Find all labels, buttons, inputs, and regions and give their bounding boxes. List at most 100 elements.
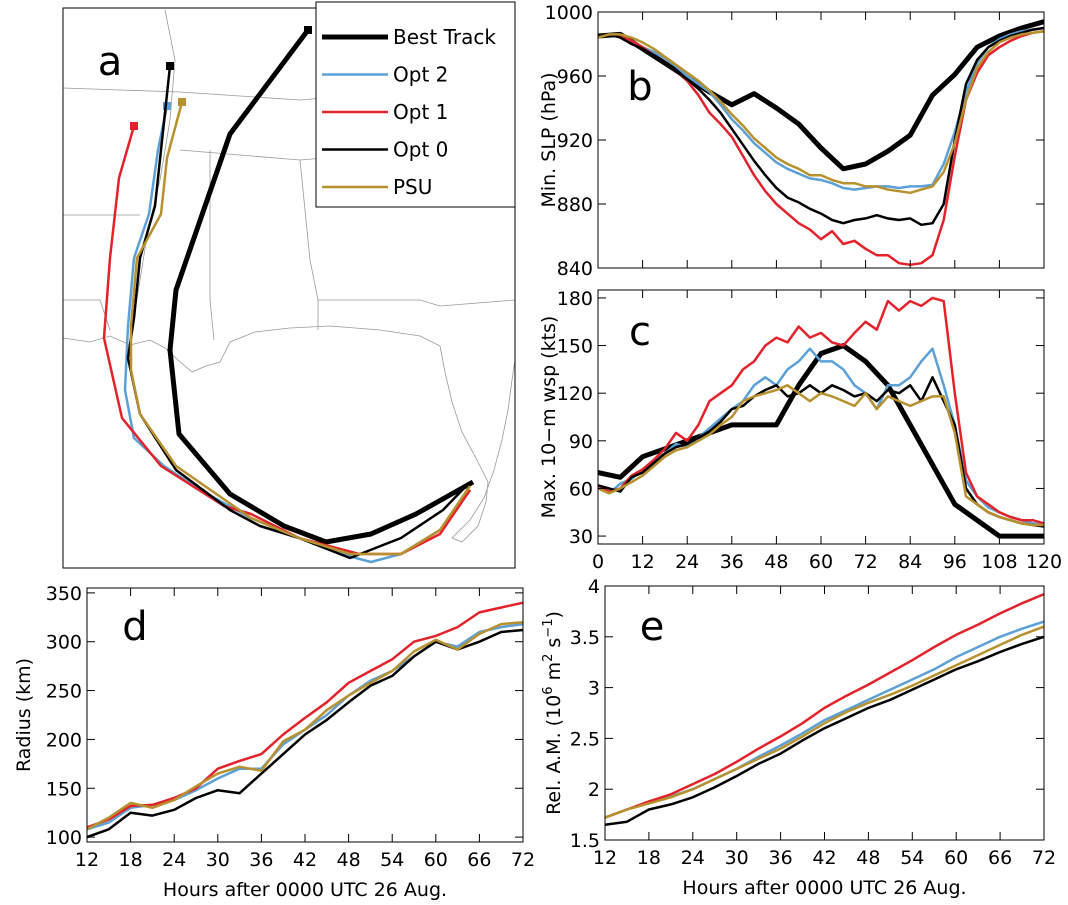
x-tick-label: 120 — [1026, 551, 1062, 573]
tracks — [102, 26, 475, 564]
series-line — [598, 19, 1044, 172]
y-tick-label: 960 — [557, 66, 593, 88]
x-tick-label: 108 — [981, 551, 1017, 573]
series-line — [605, 635, 1044, 827]
y-tick-label: 300 — [46, 632, 82, 654]
x-tick-label: 72 — [511, 849, 535, 871]
y-axis-title-part: s — [543, 638, 565, 654]
y-tick-label: 2.5 — [570, 728, 600, 750]
x-tick-label: 18 — [119, 849, 143, 871]
y-tick-label: 60 — [569, 478, 593, 500]
x-tick-label: 36 — [769, 847, 793, 869]
track-end-marker — [166, 62, 174, 70]
x-tick-label: 18 — [637, 847, 661, 869]
series-line — [605, 625, 1044, 819]
x-tick-label: 24 — [162, 849, 186, 871]
x-axis-title: Hours after 0000 UTC 26 Aug. — [163, 879, 447, 901]
y-tick-label: 120 — [557, 383, 593, 405]
x-tick-label: 72 — [1032, 847, 1056, 869]
series-line — [598, 26, 1044, 191]
y-axis-title: Min. SLP (hPa) — [538, 72, 560, 207]
series-line — [598, 347, 1044, 527]
legend-label: Best Track — [393, 25, 496, 49]
y-axis-title: Radius (km) — [13, 658, 35, 772]
x-tick-label: 24 — [681, 847, 705, 869]
plot-lines — [87, 601, 523, 839]
y-tick-label: 920 — [557, 130, 593, 152]
state-border — [209, 150, 215, 341]
series-line — [87, 620, 523, 831]
series-line — [605, 620, 1044, 819]
y-tick-label: 100 — [46, 827, 82, 849]
x-tick-label: 66 — [467, 849, 491, 871]
x-tick-label: 60 — [944, 847, 968, 869]
y-tick-label: 180 — [557, 288, 593, 310]
y-axis-title-part: Rel. A.M. (10 — [543, 695, 565, 815]
series-line — [87, 622, 523, 831]
panel-label: d — [122, 604, 147, 650]
y-axis-title-part: m — [543, 662, 565, 687]
y-axis-title-part: −1 — [541, 619, 556, 638]
x-tick-label: 54 — [900, 847, 924, 869]
series-line — [87, 601, 523, 829]
x-axis-title: Hours after 0000 UTC 26 Aug. — [682, 877, 966, 899]
panel-frame — [62, 7, 516, 569]
y-tick-label: 200 — [46, 729, 82, 751]
legend-label: Opt 0 — [393, 138, 448, 162]
series-line — [598, 29, 1044, 195]
state-border — [299, 159, 319, 330]
y-axis-title: Rel. A.M. (106 m2 s−1) — [541, 611, 565, 815]
y-tick-label: 3.5 — [570, 627, 600, 649]
legend-label: Opt 1 — [393, 100, 448, 124]
x-tick-label: 36 — [249, 849, 273, 871]
track-line — [129, 101, 472, 556]
plot-lines — [605, 592, 1044, 827]
y-axis-title: Max. 10−m wsp (kts) — [538, 316, 560, 519]
track-end-marker — [304, 26, 312, 34]
x-tick-label: 60 — [424, 849, 448, 871]
x-tick-label: 24 — [675, 551, 699, 573]
track-line — [167, 28, 475, 545]
track-end-marker — [130, 122, 138, 130]
y-tick-label: 150 — [46, 778, 82, 800]
x-tick-label: 66 — [988, 847, 1012, 869]
legend-label: PSU — [393, 175, 432, 199]
x-tick-label: 84 — [898, 551, 922, 573]
x-tick-label: 72 — [854, 551, 878, 573]
track-end-marker — [163, 102, 171, 110]
x-tick-label: 60 — [809, 551, 833, 573]
plot-lines — [598, 296, 1044, 539]
state-border — [318, 299, 515, 307]
y-tick-label: 3 — [588, 678, 600, 700]
y-tick-label: 90 — [569, 431, 593, 453]
y-axis-title-part: 2 — [541, 654, 556, 662]
x-tick-label: 30 — [206, 849, 230, 871]
y-tick-label: 840 — [557, 258, 593, 280]
y-tick-label: 150 — [557, 336, 593, 358]
panel-label: c — [629, 309, 651, 355]
x-tick-label: 48 — [764, 551, 788, 573]
x-tick-label: 12 — [593, 847, 617, 869]
y-tick-label: 30 — [569, 526, 593, 548]
y-tick-label: 880 — [557, 194, 593, 216]
y-axis-title-part: 6 — [541, 686, 556, 694]
panel-label: b — [627, 64, 652, 110]
state-border — [131, 9, 176, 331]
panel-frame — [597, 289, 1045, 545]
panel-label: e — [640, 604, 665, 650]
y-tick-label: 1000 — [545, 2, 593, 24]
series-line — [598, 384, 1044, 527]
series-line — [605, 592, 1044, 819]
legend-label: Opt 2 — [393, 63, 448, 87]
series-line — [598, 296, 1044, 525]
y-tick-label: 2 — [588, 779, 600, 801]
y-tick-label: 250 — [46, 681, 82, 703]
x-tick-label: 12 — [75, 849, 99, 871]
state-border — [63, 299, 111, 331]
track-line — [126, 65, 471, 560]
x-tick-label: 42 — [293, 849, 317, 871]
x-tick-label: 54 — [380, 849, 404, 871]
y-tick-label: 1.5 — [570, 830, 600, 852]
